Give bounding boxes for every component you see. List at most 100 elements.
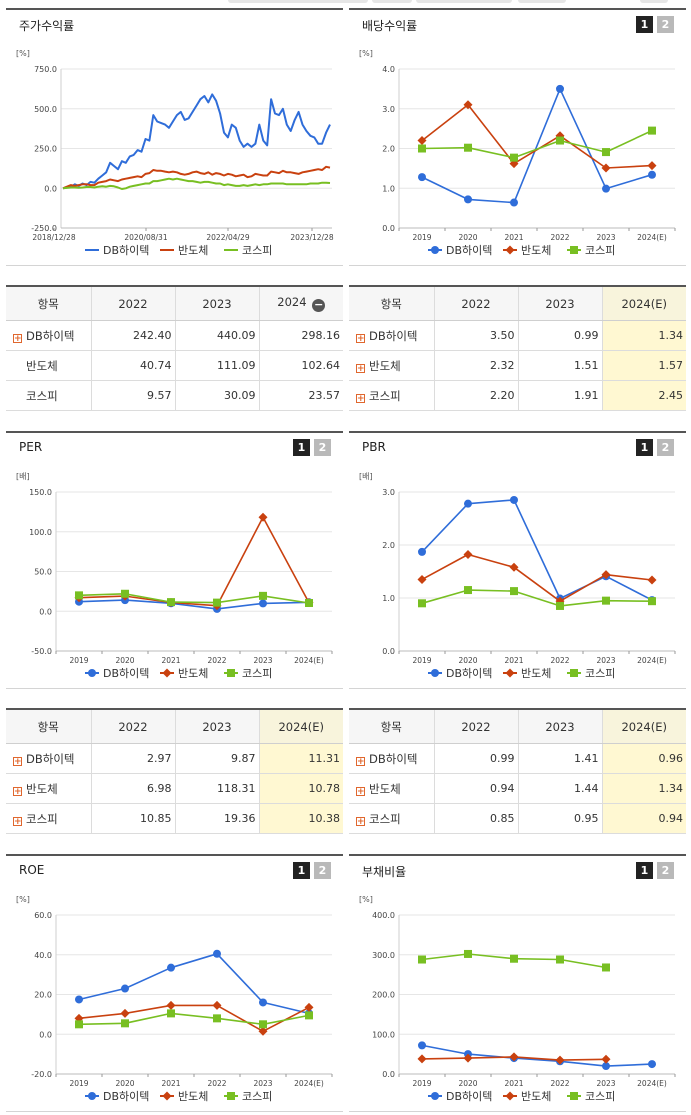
- data-point[interactable]: [602, 1062, 610, 1071]
- data-point[interactable]: [305, 598, 313, 607]
- legend-label[interactable]: 코스피: [585, 667, 615, 680]
- row-label[interactable]: + 반도체: [6, 773, 91, 804]
- data-point[interactable]: [648, 597, 656, 606]
- data-point[interactable]: [121, 1019, 129, 1028]
- legend-label[interactable]: DB하이텍: [103, 1089, 149, 1103]
- data-point[interactable]: [647, 575, 657, 585]
- data-point[interactable]: [167, 1009, 175, 1018]
- data-point[interactable]: [167, 963, 175, 972]
- data-point[interactable]: [304, 1002, 314, 1012]
- data-point[interactable]: [418, 173, 426, 182]
- legend-label[interactable]: 반도체: [521, 667, 551, 680]
- data-point[interactable]: [258, 1026, 268, 1036]
- data-point[interactable]: [259, 1020, 267, 1029]
- data-point[interactable]: [121, 984, 129, 993]
- data-point[interactable]: [510, 954, 518, 963]
- chart-page-1-button[interactable]: 1: [293, 439, 310, 456]
- expand-plus-icon[interactable]: +: [356, 363, 365, 374]
- data-point[interactable]: [555, 1055, 565, 1065]
- data-point[interactable]: [418, 1041, 426, 1050]
- data-point[interactable]: [213, 598, 221, 607]
- chart-page-2-button[interactable]: 2: [657, 439, 674, 456]
- data-point[interactable]: [510, 495, 518, 504]
- collapse-minus-icon[interactable]: −: [312, 298, 326, 312]
- data-point[interactable]: [259, 591, 267, 600]
- legend-label[interactable]: 반도체: [178, 1090, 208, 1103]
- data-point[interactable]: [509, 1052, 519, 1062]
- chart-page-1-button[interactable]: 1: [636, 862, 653, 879]
- data-point[interactable]: [601, 570, 611, 580]
- data-point[interactable]: [213, 949, 221, 958]
- legend-label[interactable]: DB하이텍: [446, 666, 492, 680]
- legend-label[interactable]: DB하이텍: [446, 243, 492, 257]
- data-point[interactable]: [602, 184, 610, 193]
- legend-label[interactable]: 코스피: [242, 1090, 272, 1103]
- row-label[interactable]: + DB하이텍: [6, 743, 91, 774]
- row-label[interactable]: + 반도체: [349, 773, 434, 804]
- data-point[interactable]: [648, 126, 656, 135]
- data-point[interactable]: [463, 550, 473, 560]
- data-point[interactable]: [418, 955, 426, 964]
- legend-label[interactable]: 코스피: [242, 244, 272, 257]
- data-point[interactable]: [601, 1054, 611, 1064]
- data-point[interactable]: [556, 84, 564, 93]
- legend-label[interactable]: DB하이텍: [103, 666, 149, 680]
- expand-plus-icon[interactable]: +: [13, 333, 22, 344]
- chart-page-2-button[interactable]: 2: [657, 862, 674, 879]
- legend-label[interactable]: DB하이텍: [103, 243, 149, 257]
- data-point[interactable]: [510, 153, 518, 162]
- data-point[interactable]: [556, 955, 564, 964]
- data-point[interactable]: [75, 1020, 83, 1029]
- legend-label[interactable]: DB하이텍: [446, 1089, 492, 1103]
- legend-label[interactable]: 반도체: [178, 244, 208, 257]
- data-point[interactable]: [166, 1000, 176, 1010]
- data-point[interactable]: [464, 499, 472, 508]
- chart-page-1-button[interactable]: 1: [636, 439, 653, 456]
- expand-plus-icon[interactable]: +: [13, 786, 22, 797]
- legend-label[interactable]: 반도체: [178, 667, 208, 680]
- data-point[interactable]: [418, 599, 426, 608]
- data-point[interactable]: [556, 136, 564, 145]
- legend-label[interactable]: 코스피: [242, 667, 272, 680]
- data-point[interactable]: [418, 547, 426, 556]
- row-label[interactable]: + DB하이텍: [349, 320, 434, 351]
- data-point[interactable]: [509, 562, 519, 572]
- chart-page-1-button[interactable]: 1: [636, 16, 653, 33]
- legend-label[interactable]: 반도체: [521, 1090, 551, 1103]
- data-point[interactable]: [120, 1008, 130, 1018]
- data-point[interactable]: [259, 599, 267, 608]
- row-label[interactable]: + 코스피: [6, 803, 91, 834]
- data-point[interactable]: [75, 591, 83, 600]
- chart-page-1-button[interactable]: 1: [293, 862, 310, 879]
- data-point[interactable]: [464, 143, 472, 152]
- data-point[interactable]: [121, 589, 129, 598]
- data-point[interactable]: [464, 195, 472, 204]
- data-point[interactable]: [417, 1054, 427, 1064]
- data-point[interactable]: [463, 1053, 473, 1063]
- data-point[interactable]: [601, 163, 611, 173]
- chart-page-2-button[interactable]: 2: [657, 16, 674, 33]
- data-point[interactable]: [167, 598, 175, 607]
- data-point[interactable]: [602, 596, 610, 605]
- row-label[interactable]: + 코스피: [349, 380, 434, 411]
- data-point[interactable]: [602, 963, 610, 972]
- expand-plus-icon[interactable]: +: [356, 756, 365, 767]
- data-point[interactable]: [259, 998, 267, 1007]
- expand-plus-icon[interactable]: +: [356, 393, 365, 404]
- data-point[interactable]: [510, 198, 518, 207]
- data-point[interactable]: [305, 1011, 313, 1020]
- data-point[interactable]: [464, 949, 472, 958]
- data-point[interactable]: [417, 136, 427, 146]
- row-label[interactable]: + DB하이텍: [349, 743, 434, 774]
- chart-page-2-button[interactable]: 2: [314, 439, 331, 456]
- expand-plus-icon[interactable]: +: [13, 816, 22, 827]
- data-point[interactable]: [213, 1014, 221, 1023]
- data-point[interactable]: [510, 587, 518, 596]
- data-point[interactable]: [556, 601, 564, 610]
- expand-plus-icon[interactable]: +: [356, 786, 365, 797]
- row-label[interactable]: + 반도체: [349, 350, 434, 381]
- row-label[interactable]: + 코스피: [349, 803, 434, 834]
- legend-label[interactable]: 반도체: [521, 244, 551, 257]
- legend-label[interactable]: 코스피: [585, 1090, 615, 1103]
- data-point[interactable]: [463, 100, 473, 110]
